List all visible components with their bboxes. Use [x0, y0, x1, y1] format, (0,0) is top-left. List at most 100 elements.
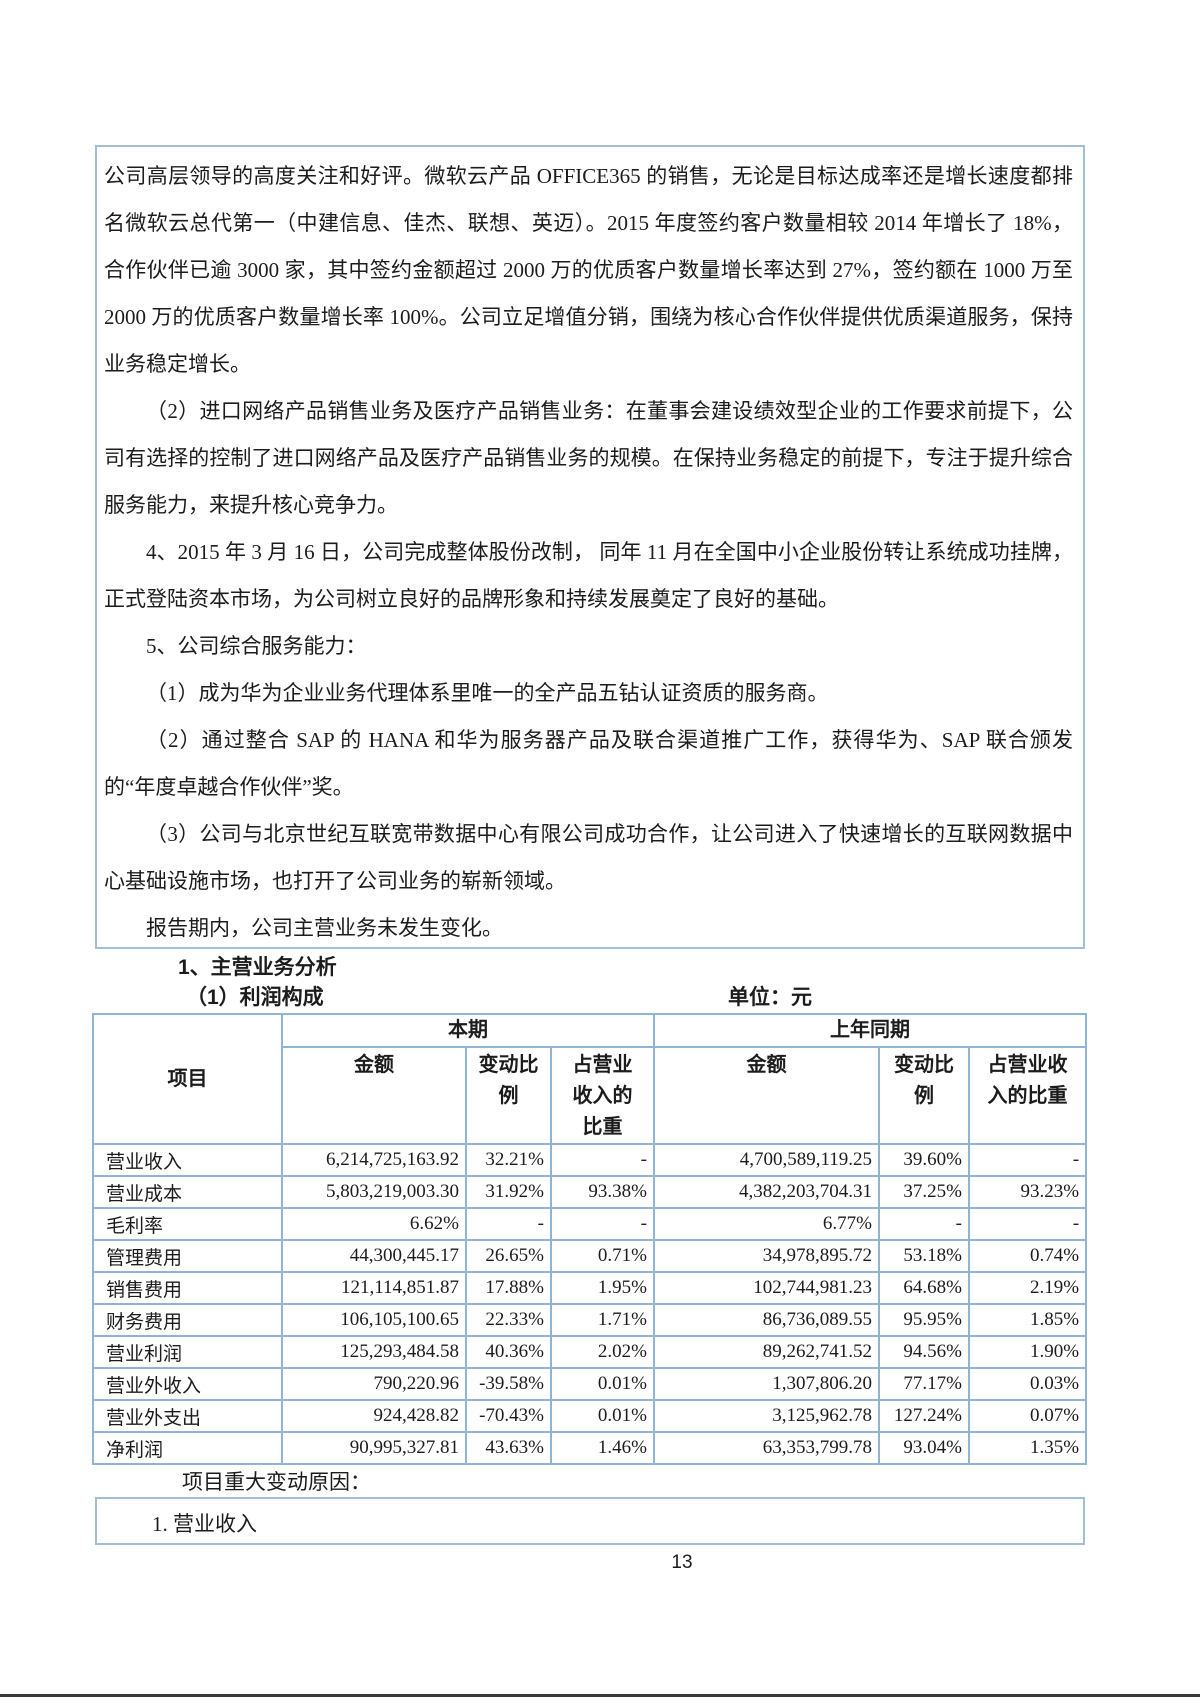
- cell-prior-change: 94.56%: [878, 1335, 970, 1369]
- col-header-share-of-revenue-prior: 占营业收 入的比重: [967, 1046, 1088, 1145]
- cell-cur-amount: 790,220.96: [281, 1367, 467, 1401]
- cell-prior-change: 39.60%: [878, 1143, 970, 1177]
- col-header-current-period: 本期: [281, 1013, 655, 1048]
- table-row: 财务费用 106,105,100.65 22.33% 1.71% 86,736,…: [92, 1303, 1088, 1337]
- cell-prior-change: 95.95%: [878, 1303, 970, 1337]
- revenue-note-box: 1. 营业收入: [95, 1497, 1085, 1545]
- cell-cur-amount: 6,214,725,163.92: [281, 1143, 467, 1177]
- cell-cur-amount: 44,300,445.17: [281, 1239, 467, 1273]
- cell-prior-share: 1.85%: [967, 1303, 1088, 1337]
- row-item: 净利润: [92, 1431, 283, 1465]
- subsection-heading: （1）利润构成: [186, 986, 324, 1009]
- cell-prior-change: 93.04%: [878, 1431, 970, 1465]
- table-row: 营业成本 5,803,219,003.30 31.92% 93.38% 4,38…: [92, 1175, 1088, 1209]
- cell-prior-share: -: [967, 1143, 1088, 1177]
- cell-cur-change: -39.58%: [465, 1367, 552, 1401]
- cell-cur-amount: 125,293,484.58: [281, 1335, 467, 1369]
- cell-prior-share: 0.03%: [967, 1367, 1088, 1401]
- cell-cur-amount: 5,803,219,003.30: [281, 1175, 467, 1209]
- cell-cur-amount: 924,428.82: [281, 1399, 467, 1433]
- table-row: 净利润 90,995,327.81 43.63% 1.46% 63,353,79…: [92, 1431, 1088, 1465]
- cell-prior-change: 53.18%: [878, 1239, 970, 1273]
- row-item: 销售费用: [92, 1271, 283, 1305]
- row-item: 营业利润: [92, 1335, 283, 1369]
- cell-prior-share: 2.19%: [967, 1271, 1088, 1305]
- cell-prior-share: 93.23%: [967, 1175, 1088, 1209]
- col-header-prior-period: 上年同期: [652, 1013, 1088, 1048]
- cell-cur-change: 26.65%: [465, 1239, 552, 1273]
- cell-cur-change: 22.33%: [465, 1303, 552, 1337]
- row-item: 营业外支出: [92, 1399, 283, 1433]
- col-header-amount: 金额: [281, 1046, 467, 1145]
- profit-composition-table: 项目 本期 上年同期 金额 变动比 例 占营业 收入的 比重 金额 变动比 例 …: [92, 1013, 1088, 1465]
- cell-cur-share: -: [550, 1207, 655, 1241]
- cell-prior-amount: 4,700,589,119.25: [653, 1143, 880, 1177]
- business-review-box: 公司高层领导的高度关注和好评。微软云产品 OFFICE365 的销售，无论是目标…: [95, 145, 1085, 949]
- row-item: 营业成本: [92, 1175, 283, 1209]
- cell-cur-share: 2.02%: [550, 1335, 655, 1369]
- table-row: 销售费用 121,114,851.87 17.88% 1.95% 102,744…: [92, 1271, 1088, 1305]
- col-header-share-of-revenue: 占营业 收入的 比重: [550, 1046, 655, 1145]
- cell-cur-share: -: [550, 1143, 655, 1177]
- paragraph: 5、公司综合服务能力：: [146, 634, 367, 658]
- cell-prior-change: 127.24%: [878, 1399, 970, 1433]
- col-header-change-ratio-prior: 变动比 例: [878, 1046, 970, 1145]
- row-item: 毛利率: [92, 1207, 283, 1241]
- cell-cur-amount: 106,105,100.65: [281, 1303, 467, 1337]
- table-row: 管理费用 44,300,445.17 26.65% 0.71% 34,978,8…: [92, 1239, 1088, 1273]
- cell-prior-amount: 6.77%: [653, 1207, 880, 1241]
- cell-cur-share: 1.95%: [550, 1271, 655, 1305]
- cell-cur-change: 32.21%: [465, 1143, 552, 1177]
- paragraph: 报告期内，公司主营业务未发生变化。: [146, 916, 503, 940]
- change-reason-label: 项目重大变动原因：: [182, 1470, 371, 1494]
- cell-prior-amount: 34,978,895.72: [653, 1239, 880, 1273]
- cell-prior-change: 37.25%: [878, 1175, 970, 1209]
- col-header-item: 项目: [92, 1013, 283, 1145]
- table-row: 营业外支出 924,428.82 -70.43% 0.01% 3,125,962…: [92, 1399, 1088, 1433]
- row-item: 财务费用: [92, 1303, 283, 1337]
- cell-cur-change: -: [465, 1207, 552, 1241]
- cell-prior-amount: 1,307,806.20: [653, 1367, 880, 1401]
- cell-cur-change: 40.36%: [465, 1335, 552, 1369]
- cell-cur-change: 43.63%: [465, 1431, 552, 1465]
- cell-prior-amount: 86,736,089.55: [653, 1303, 880, 1337]
- cell-prior-change: -: [878, 1207, 970, 1241]
- table-row: 营业收入 6,214,725,163.92 32.21% - 4,700,589…: [92, 1143, 1088, 1177]
- cell-cur-change: 17.88%: [465, 1271, 552, 1305]
- row-item: 营业收入: [92, 1143, 283, 1177]
- cell-prior-share: 1.90%: [967, 1335, 1088, 1369]
- page-number: 13: [671, 1552, 693, 1573]
- unit-label: 单位：元: [728, 986, 812, 1009]
- paragraph: （3）公司与北京世纪互联宽带数据中心有限公司成功合作，让公司进入了快速增长的互联…: [104, 822, 1073, 893]
- cell-cur-change: -70.43%: [465, 1399, 552, 1433]
- cell-cur-share: 0.71%: [550, 1239, 655, 1273]
- row-item: 管理费用: [92, 1239, 283, 1273]
- paragraph: （1）成为华为企业业务代理体系里唯一的全产品五钻认证资质的服务商。: [146, 681, 829, 705]
- cell-prior-amount: 102,744,981.23: [653, 1271, 880, 1305]
- col-header-amount-prior: 金额: [653, 1046, 880, 1145]
- cell-cur-amount: 121,114,851.87: [281, 1271, 467, 1305]
- cell-prior-share: 0.74%: [967, 1239, 1088, 1273]
- table-row: 营业利润 125,293,484.58 40.36% 2.02% 89,262,…: [92, 1335, 1088, 1369]
- cell-cur-share: 1.71%: [550, 1303, 655, 1337]
- paragraph: （2）通过整合 SAP 的 HANA 和华为服务器产品及联合渠道推广工作，获得华…: [104, 728, 1073, 799]
- table-row: 毛利率 6.62% - - 6.77% - -: [92, 1207, 1088, 1241]
- col-header-change-ratio: 变动比 例: [465, 1046, 552, 1145]
- row-item: 营业外收入: [92, 1367, 283, 1401]
- cell-prior-amount: 63,353,799.78: [653, 1431, 880, 1465]
- cell-prior-change: 77.17%: [878, 1367, 970, 1401]
- cell-cur-amount: 6.62%: [281, 1207, 467, 1241]
- cell-cur-change: 31.92%: [465, 1175, 552, 1209]
- page-bottom-edge: [0, 1694, 1200, 1697]
- cell-cur-share: 1.46%: [550, 1431, 655, 1465]
- cell-prior-share: -: [967, 1207, 1088, 1241]
- cell-prior-share: 1.35%: [967, 1431, 1088, 1465]
- revenue-note-text: 1. 营业收入: [152, 1512, 257, 1536]
- cell-prior-amount: 89,262,741.52: [653, 1335, 880, 1369]
- cell-cur-share: 93.38%: [550, 1175, 655, 1209]
- cell-prior-amount: 4,382,203,704.31: [653, 1175, 880, 1209]
- cell-prior-share: 0.07%: [967, 1399, 1088, 1433]
- paragraph: （2）进口网络产品销售业务及医疗产品销售业务：在董事会建设绩效型企业的工作要求前…: [104, 399, 1073, 517]
- paragraph: 公司高层领导的高度关注和好评。微软云产品 OFFICE365 的销售，无论是目标…: [104, 164, 1073, 376]
- cell-prior-change: 64.68%: [878, 1271, 970, 1305]
